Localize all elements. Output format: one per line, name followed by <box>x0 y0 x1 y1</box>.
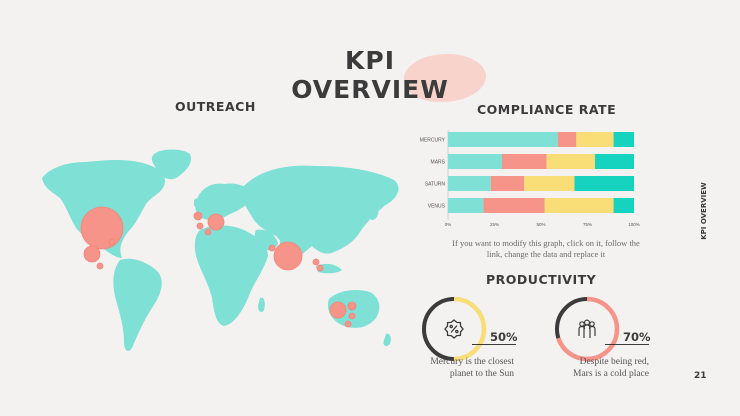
bubble-europe-small-2[interactable] <box>196 222 204 230</box>
bar-segment <box>448 132 558 147</box>
bar-segment <box>594 154 634 169</box>
category-label: MARS <box>431 160 446 166</box>
bubble-india-large[interactable] <box>273 241 303 271</box>
bar-segment <box>448 176 491 191</box>
bubble-gulf-region[interactable] <box>83 245 101 263</box>
bar-segment <box>448 198 484 213</box>
asia-shape <box>241 165 399 259</box>
world-map[interactable] <box>36 148 408 360</box>
donut-progress-arc <box>554 296 620 362</box>
percent-badge-icon <box>444 319 464 339</box>
category-label: MERCURY <box>420 138 446 144</box>
title-line-1: KPI <box>345 46 395 75</box>
category-label: VENUS <box>428 204 446 210</box>
bar-segment <box>576 132 614 147</box>
category-label: SATURN <box>425 182 446 188</box>
x-tick-label: 50% <box>536 222 545 227</box>
africa-shape <box>194 225 268 326</box>
productivity-desc-mercury: Mercury is the closest planet to the Sun <box>400 356 514 380</box>
uk-shape <box>194 198 201 209</box>
percent-underline <box>472 344 516 345</box>
bar-segment <box>544 198 614 213</box>
bar-segment <box>613 198 634 213</box>
bubble-mexico-small[interactable] <box>96 262 104 270</box>
bar-segment <box>613 132 634 147</box>
new-zealand-shape <box>383 333 391 347</box>
desc-line-2: Mars is a cold place <box>573 369 649 379</box>
x-tick-label: 0% <box>445 222 452 227</box>
bubble-australia-small-3[interactable] <box>344 320 352 328</box>
productivity-donut-mercury[interactable] <box>419 294 489 364</box>
greenland-shape <box>151 149 192 180</box>
group-people-icon <box>578 319 596 338</box>
productivity-desc-mars: Despite being red, Mars is a cold place <box>520 356 649 380</box>
bubble-se-asia-small-1[interactable] <box>312 258 320 266</box>
outreach-heading: OUTREACH <box>175 99 256 114</box>
page-number: 21 <box>694 371 707 381</box>
slide-title: KPI OVERVIEW <box>290 46 450 104</box>
bar-segment <box>490 176 525 191</box>
bar-segment <box>501 154 547 169</box>
productivity-percent-mercury: 50% <box>490 330 518 344</box>
side-label-text: KPI OVERVIEW <box>700 182 708 240</box>
x-tick-label: 75% <box>583 222 592 227</box>
productivity-heading: PRODUCTIVITY <box>486 272 597 287</box>
compliance-rate-chart[interactable]: MERCURY MARS SATURN VENUS 0% 25% 50% 75% 100% <box>410 126 646 236</box>
productivity-percent-mars: 70% <box>623 330 651 344</box>
desc-line-2: planet to the Sun <box>449 369 514 379</box>
bar-segment <box>546 154 595 169</box>
bubble-australia-small-1[interactable] <box>347 301 357 311</box>
bar-segment <box>557 132 577 147</box>
bubble-australia-medium[interactable] <box>329 301 347 319</box>
bar-segment <box>574 176 634 191</box>
x-tick-label: 100% <box>628 222 640 227</box>
japan-shape <box>369 205 379 221</box>
europe-shape <box>195 183 254 221</box>
x-tick-label: 25% <box>490 222 499 227</box>
bubble-se-asia-small-2[interactable] <box>316 264 324 272</box>
bubble-europe-small-3[interactable] <box>204 228 212 236</box>
chart-edit-note: If you want to modify this graph, click … <box>452 238 640 259</box>
bubble-australia-small-2[interactable] <box>348 312 356 320</box>
south-america-shape <box>113 258 162 351</box>
bubble-north-america-small[interactable] <box>108 238 116 246</box>
donut-progress-arc <box>421 296 487 362</box>
bar-segment <box>483 198 545 213</box>
madagascar-shape <box>258 297 265 313</box>
bar-segment <box>448 154 502 169</box>
title-line-2: OVERVIEW <box>291 75 449 104</box>
productivity-donut-mars[interactable] <box>552 294 622 364</box>
bubble-middle-east-small[interactable] <box>268 244 276 252</box>
bubble-north-america-large[interactable] <box>80 206 124 250</box>
outreach-bubbles <box>80 206 357 328</box>
desc-line-1: Mercury is the closest <box>430 357 514 367</box>
bar-segment <box>524 176 575 191</box>
compliance-rate-heading: COMPLIANCE RATE <box>477 102 617 117</box>
side-label: KPI OVERVIEW <box>697 176 711 246</box>
bubble-europe-small-1[interactable] <box>193 211 203 221</box>
bubble-europe-medium[interactable] <box>207 213 225 231</box>
percent-underline <box>605 344 649 345</box>
desc-line-1: Despite being red, <box>579 357 649 367</box>
